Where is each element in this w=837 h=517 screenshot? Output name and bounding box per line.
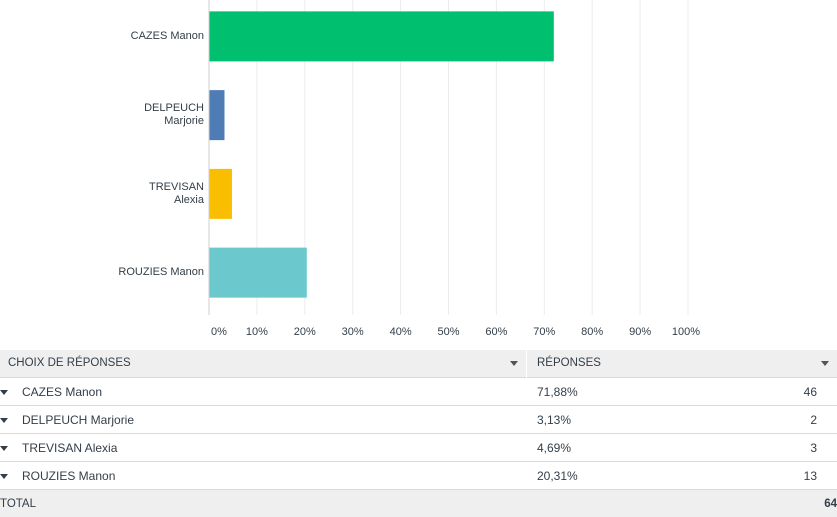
x-tick-label: 50% (437, 326, 460, 338)
category-label: TREVISAN Alexia (14, 181, 204, 207)
responses-cell: 3,13% 2 (527, 406, 837, 434)
responses-column-header[interactable]: RÉPONSES (527, 350, 837, 378)
row-gap (526, 434, 527, 462)
total-value: 64 (527, 490, 837, 517)
responses-cell: 71,88% 46 (527, 378, 837, 406)
count-value: 2 (810, 413, 817, 427)
bar[interactable] (209, 247, 307, 298)
bar-chart: CAZES Manon DELPEUCH Marjorie TREVISAN Alexi… (14, 0, 701, 338)
x-tick-label: 60% (485, 326, 508, 338)
category-label-line: CAZES Manon (130, 29, 204, 42)
x-tick-label: 70% (533, 326, 556, 338)
x-tick-label: 0% (211, 326, 227, 338)
choice-label: TREVISAN Alexia (22, 440, 118, 455)
choice-column-header[interactable]: CHOIX DE RÉPONSES (0, 350, 526, 378)
percent-value: 20,31% (537, 468, 578, 483)
choice-label: CAZES Manon (22, 384, 103, 399)
table-row: TREVISAN Alexia 4,69% 3 (0, 434, 837, 462)
table-row: DELPEUCH Marjorie 3,13% 2 (0, 406, 837, 434)
bar[interactable] (209, 11, 554, 62)
expand-caret-icon[interactable] (0, 473, 8, 479)
choice-cell: TREVISAN Alexia (0, 434, 526, 462)
expand-caret-icon[interactable] (0, 445, 8, 451)
category-label: ROUZIES Manon (14, 266, 204, 279)
category-label-line: DELPEUCH (144, 102, 204, 115)
x-tick-label: 40% (389, 326, 412, 338)
bar[interactable] (209, 168, 232, 219)
responses-cell: 4,69% 3 (527, 434, 837, 462)
x-tick-label: 10% (245, 326, 268, 338)
choice-column-label: CHOIX DE RÉPONSES (8, 357, 131, 369)
total-gap (526, 490, 527, 517)
bar[interactable] (209, 90, 225, 141)
chart-plot-area (208, 0, 689, 315)
percent-value: 71,88% (537, 384, 578, 399)
choice-cell: ROUZIES Manon (0, 462, 526, 490)
choice-cell: CAZES Manon (0, 378, 526, 406)
responses-column-label: RÉPONSES (537, 357, 601, 369)
choice-label: ROUZIES Manon (22, 468, 116, 483)
expand-caret-icon[interactable] (0, 389, 8, 395)
sort-dropdown-icon[interactable] (821, 361, 829, 366)
table-header-row: CHOIX DE RÉPONSES RÉPONSES (0, 350, 837, 378)
x-tick-label: 20% (293, 326, 316, 338)
count-value: 3 (810, 441, 817, 455)
sort-dropdown-icon[interactable] (510, 361, 518, 366)
total-label: TOTAL (0, 490, 526, 517)
choice-label: DELPEUCH Marjorie (22, 412, 135, 427)
category-label-line: TREVISAN (148, 180, 204, 193)
category-label-line: ROUZIES Manon (118, 266, 204, 279)
table-row: ROUZIES Manon 20,31% 13 (0, 462, 837, 490)
count-value: 13 (803, 469, 817, 483)
table-row: CAZES Manon 71,88% 46 (0, 378, 837, 406)
total-row: TOTAL 64 (0, 490, 837, 517)
category-label-line: Alexia (174, 193, 204, 206)
category-label: CAZES Manon (14, 30, 204, 43)
x-tick-label: 30% (341, 326, 364, 338)
row-gap (526, 406, 527, 434)
row-gap (526, 462, 527, 490)
count-value: 46 (803, 385, 817, 399)
category-label-line: Marjorie (164, 115, 204, 128)
percent-value: 3,13% (537, 412, 572, 427)
x-tick-label: 100% (671, 326, 701, 338)
x-tick-label: 90% (629, 326, 652, 338)
category-label: DELPEUCH Marjorie (14, 102, 204, 128)
responses-cell: 20,31% 13 (527, 462, 837, 490)
row-gap (526, 378, 527, 406)
expand-caret-icon[interactable] (0, 417, 8, 423)
choice-cell: DELPEUCH Marjorie (0, 406, 526, 434)
x-tick-label: 80% (581, 326, 604, 338)
percent-value: 4,69% (537, 440, 572, 455)
header-gap (526, 350, 527, 378)
results-table: CHOIX DE RÉPONSES RÉPONSES CAZES Manon 71… (0, 350, 837, 517)
